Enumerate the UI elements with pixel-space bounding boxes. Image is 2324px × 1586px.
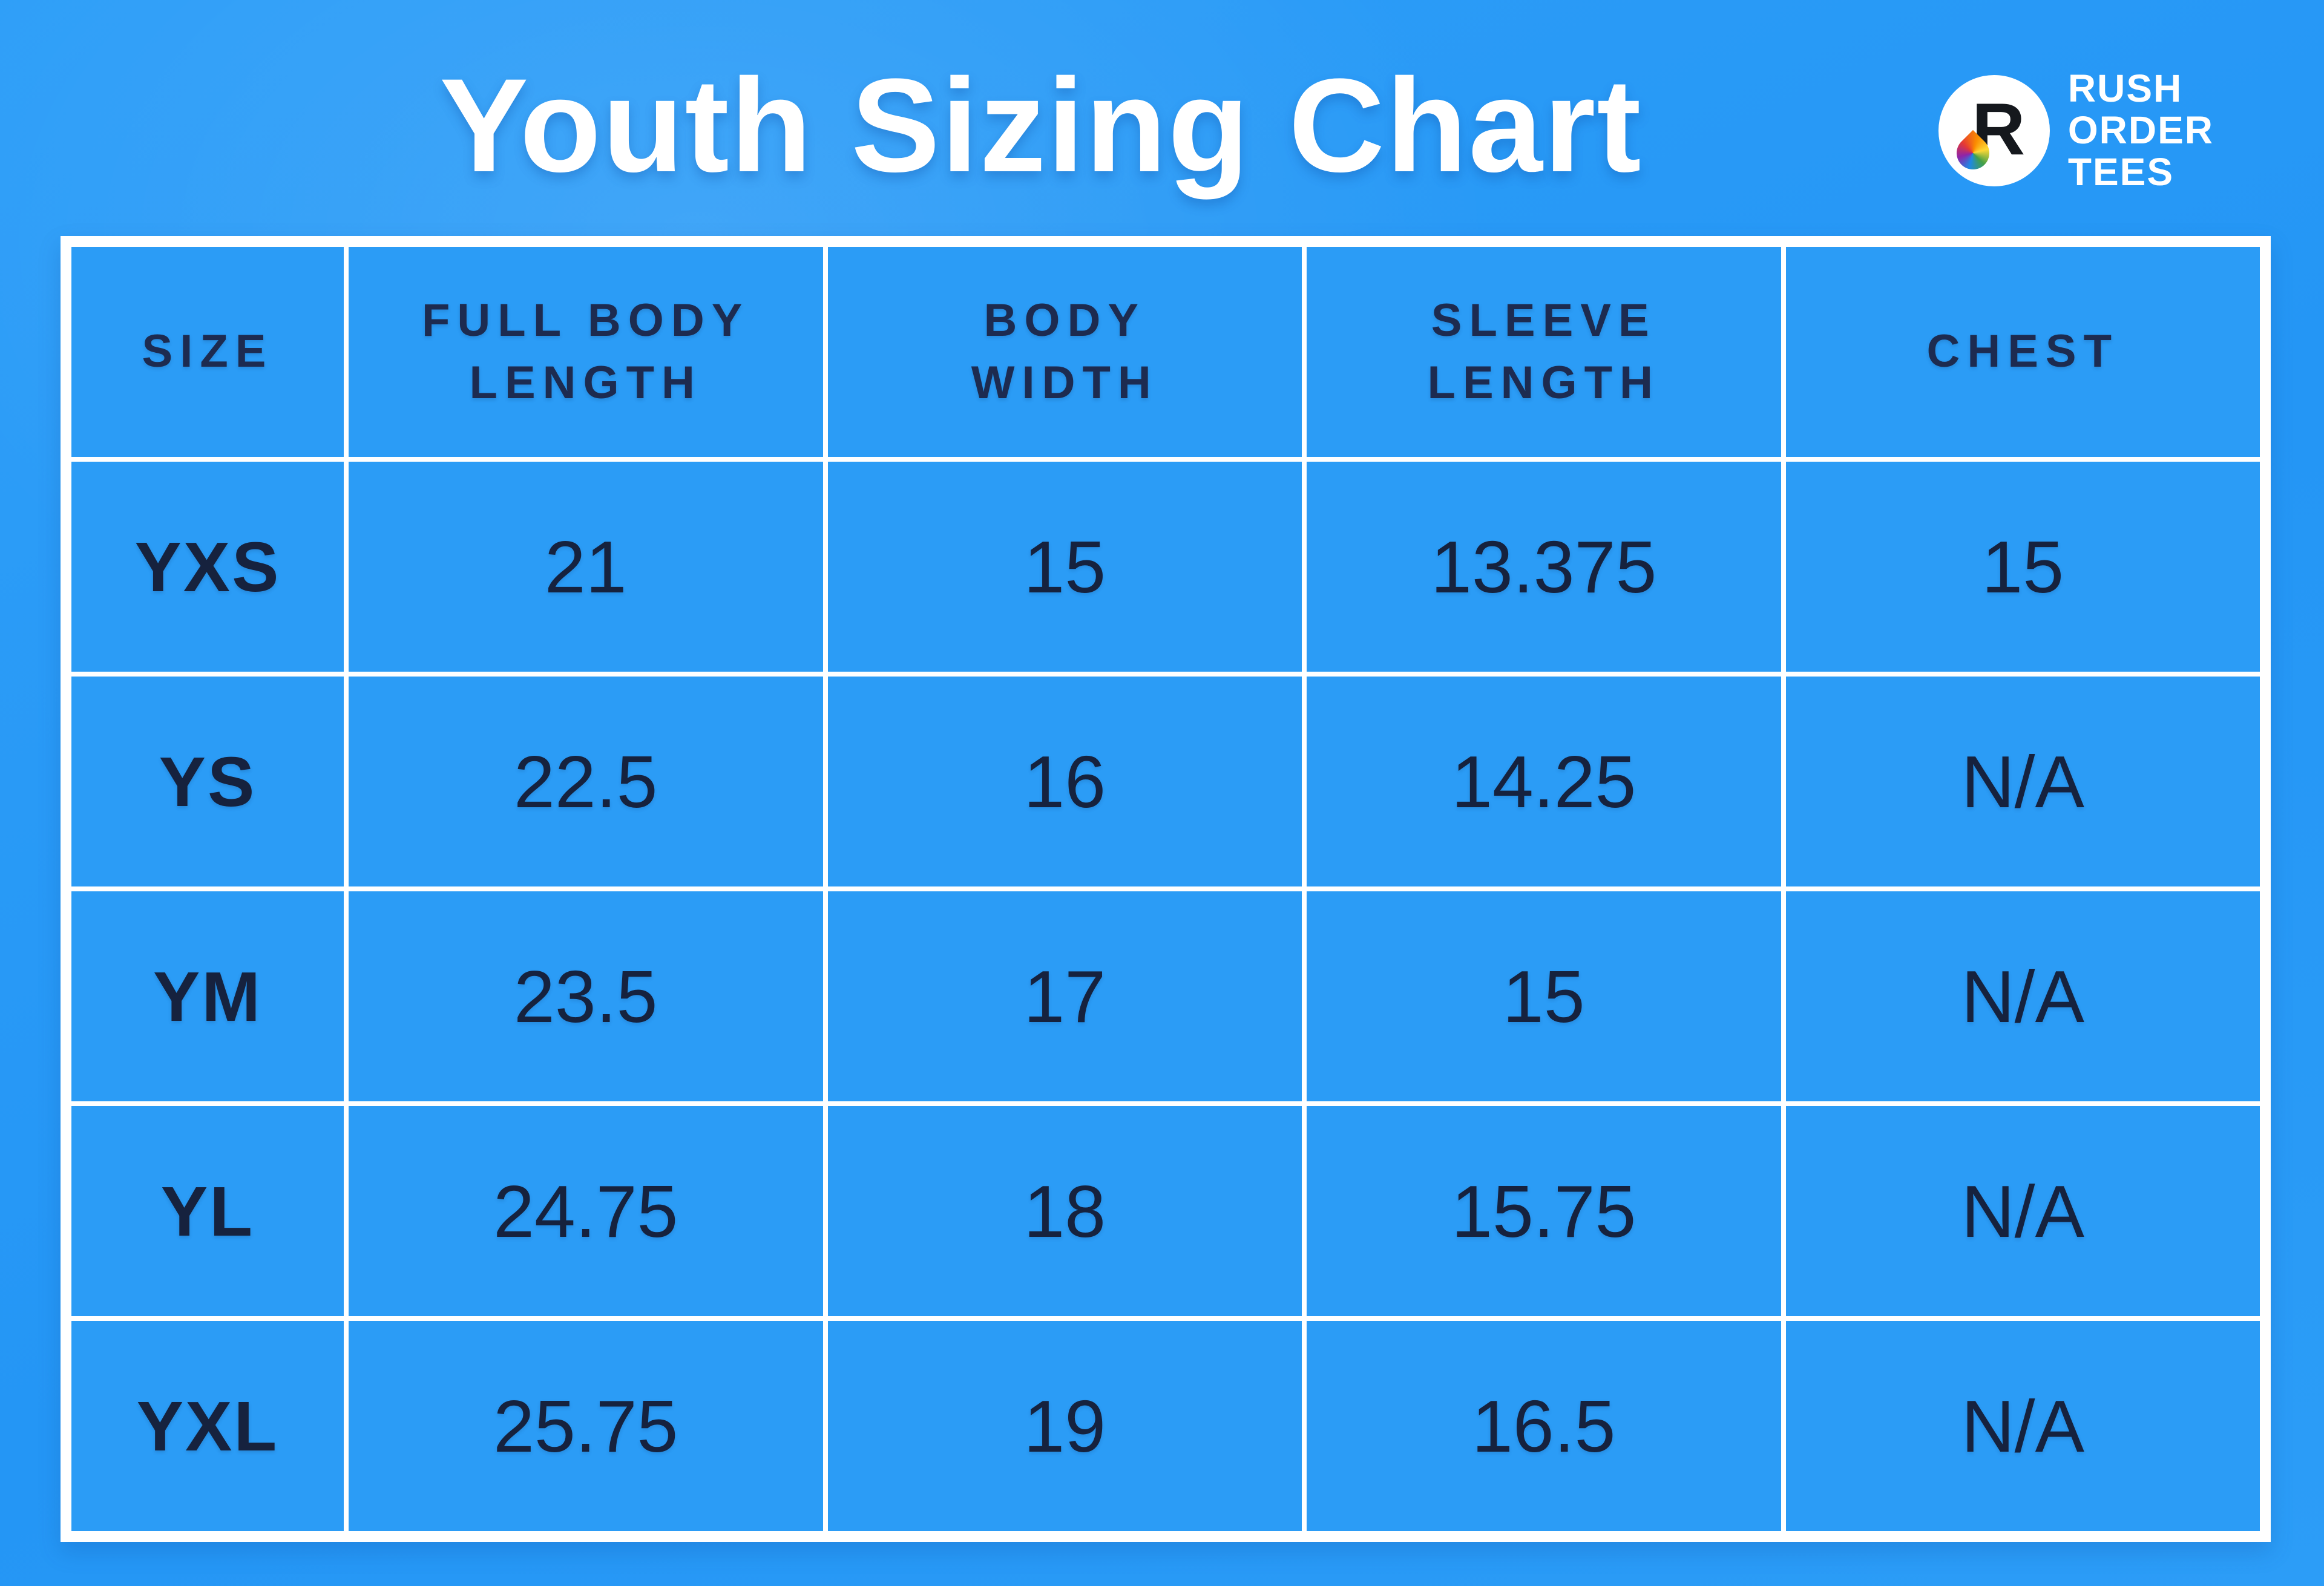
table-cell-body-width: 16 (827, 677, 1302, 886)
column-header-sleeve-length: SLEEVE LENGTH (1307, 247, 1781, 457)
table-cell-full-body-length: 23.5 (349, 891, 823, 1101)
table-cell-sleeve-length: 13.375 (1307, 462, 1781, 672)
table-cell-size: YM (71, 891, 344, 1101)
table-cell-size: YL (71, 1106, 344, 1316)
table-cell-chest: 15 (1785, 462, 2260, 672)
column-header-full-body-length: FULL BODY LENGTH (349, 247, 823, 457)
page-title: Youth Sizing Chart (439, 51, 1643, 200)
table-cell-sleeve-length: 15 (1307, 891, 1781, 1101)
column-header-size: SIZE (71, 247, 344, 457)
brand-name-line: RUSH (2067, 67, 2183, 110)
table-cell-full-body-length: 21 (349, 462, 823, 672)
table-cell-sleeve-length: 15.75 (1307, 1106, 1781, 1316)
table-cell-body-width: 19 (827, 1321, 1302, 1531)
table-cell-sleeve-length: 14.25 (1307, 677, 1781, 886)
table-cell-sleeve-length: 16.5 (1307, 1321, 1781, 1531)
brand-logo: R RUSH ORDER TEES (1938, 67, 2214, 194)
brand-name: RUSH ORDER TEES (2067, 67, 2214, 194)
table-cell-chest: N/A (1785, 677, 2260, 886)
table-cell-body-width: 15 (827, 462, 1302, 672)
table-cell-chest: N/A (1785, 891, 2260, 1101)
logo-badge: R (1938, 74, 2050, 186)
brand-name-line: ORDER (2067, 108, 2214, 152)
table-cell-body-width: 18 (827, 1106, 1302, 1316)
table-cell-body-width: 17 (827, 891, 1302, 1101)
youth-sizing-table: SIZE FULL BODY LENGTH BODY WIDTH SLEEVE … (61, 236, 2271, 1542)
table-cell-full-body-length: 25.75 (349, 1321, 823, 1531)
brand-name-line: TEES (2067, 150, 2175, 194)
table-cell-full-body-length: 22.5 (349, 677, 823, 886)
table-cell-chest: N/A (1785, 1106, 2260, 1316)
column-header-chest: CHEST (1785, 247, 2260, 457)
table-cell-chest: N/A (1785, 1321, 2260, 1531)
column-header-body-width: BODY WIDTH (827, 247, 1302, 457)
table-cell-size: YXS (71, 462, 344, 672)
table-cell-size: YXL (71, 1321, 344, 1531)
table-cell-full-body-length: 24.75 (349, 1106, 823, 1316)
table-cell-size: YS (71, 677, 344, 886)
